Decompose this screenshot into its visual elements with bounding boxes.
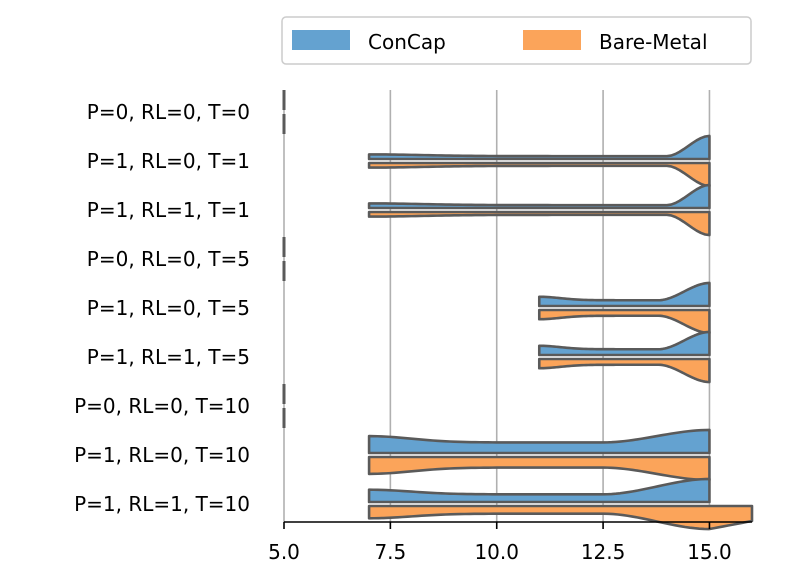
y-tick-label: P=1, RL=1, T=1 [87, 198, 250, 222]
legend-label-0: ConCap [368, 30, 446, 54]
y-tick-label: P=1, RL=1, T=5 [87, 345, 250, 369]
violin-baremetal-5 [537, 357, 711, 384]
x-tick-label: 15.0 [687, 540, 732, 564]
legend-swatch-1 [523, 30, 581, 50]
legend-swatch-0 [292, 30, 350, 50]
violin-concap-1 [367, 134, 711, 161]
violin-baremetal-2 [367, 210, 711, 237]
violin-baremetal-7 [367, 455, 711, 482]
violin-concap-7 [367, 428, 711, 455]
y-tick-label: P=1, RL=0, T=10 [74, 443, 250, 467]
violin-baremetal-1 [367, 161, 711, 188]
y-tick-label: P=1, RL=0, T=5 [87, 296, 250, 320]
y-tick-label: P=1, RL=1, T=10 [74, 492, 250, 516]
violin-concap-2 [367, 183, 711, 210]
x-tick-label: 5.0 [268, 540, 300, 564]
y-tick-label: P=0, RL=0, T=10 [74, 394, 250, 418]
legend-label-1: Bare-Metal [599, 30, 708, 54]
x-tick-label: 12.5 [581, 540, 626, 564]
x-tick-label: 7.5 [374, 540, 406, 564]
x-tick-label: 10.0 [474, 540, 519, 564]
y-tick-label: P=0, RL=0, T=5 [87, 247, 250, 271]
violin-concap-4 [537, 281, 711, 308]
violin-baremetal-4 [537, 308, 711, 335]
violin-baremetal-8 [367, 504, 754, 531]
y-tick-label: P=0, RL=0, T=0 [87, 100, 250, 124]
y-tick-label: P=1, RL=0, T=1 [87, 149, 250, 173]
violin-concap-8 [367, 477, 711, 504]
violin-concap-5 [537, 330, 711, 357]
legend-box [281, 16, 752, 65]
